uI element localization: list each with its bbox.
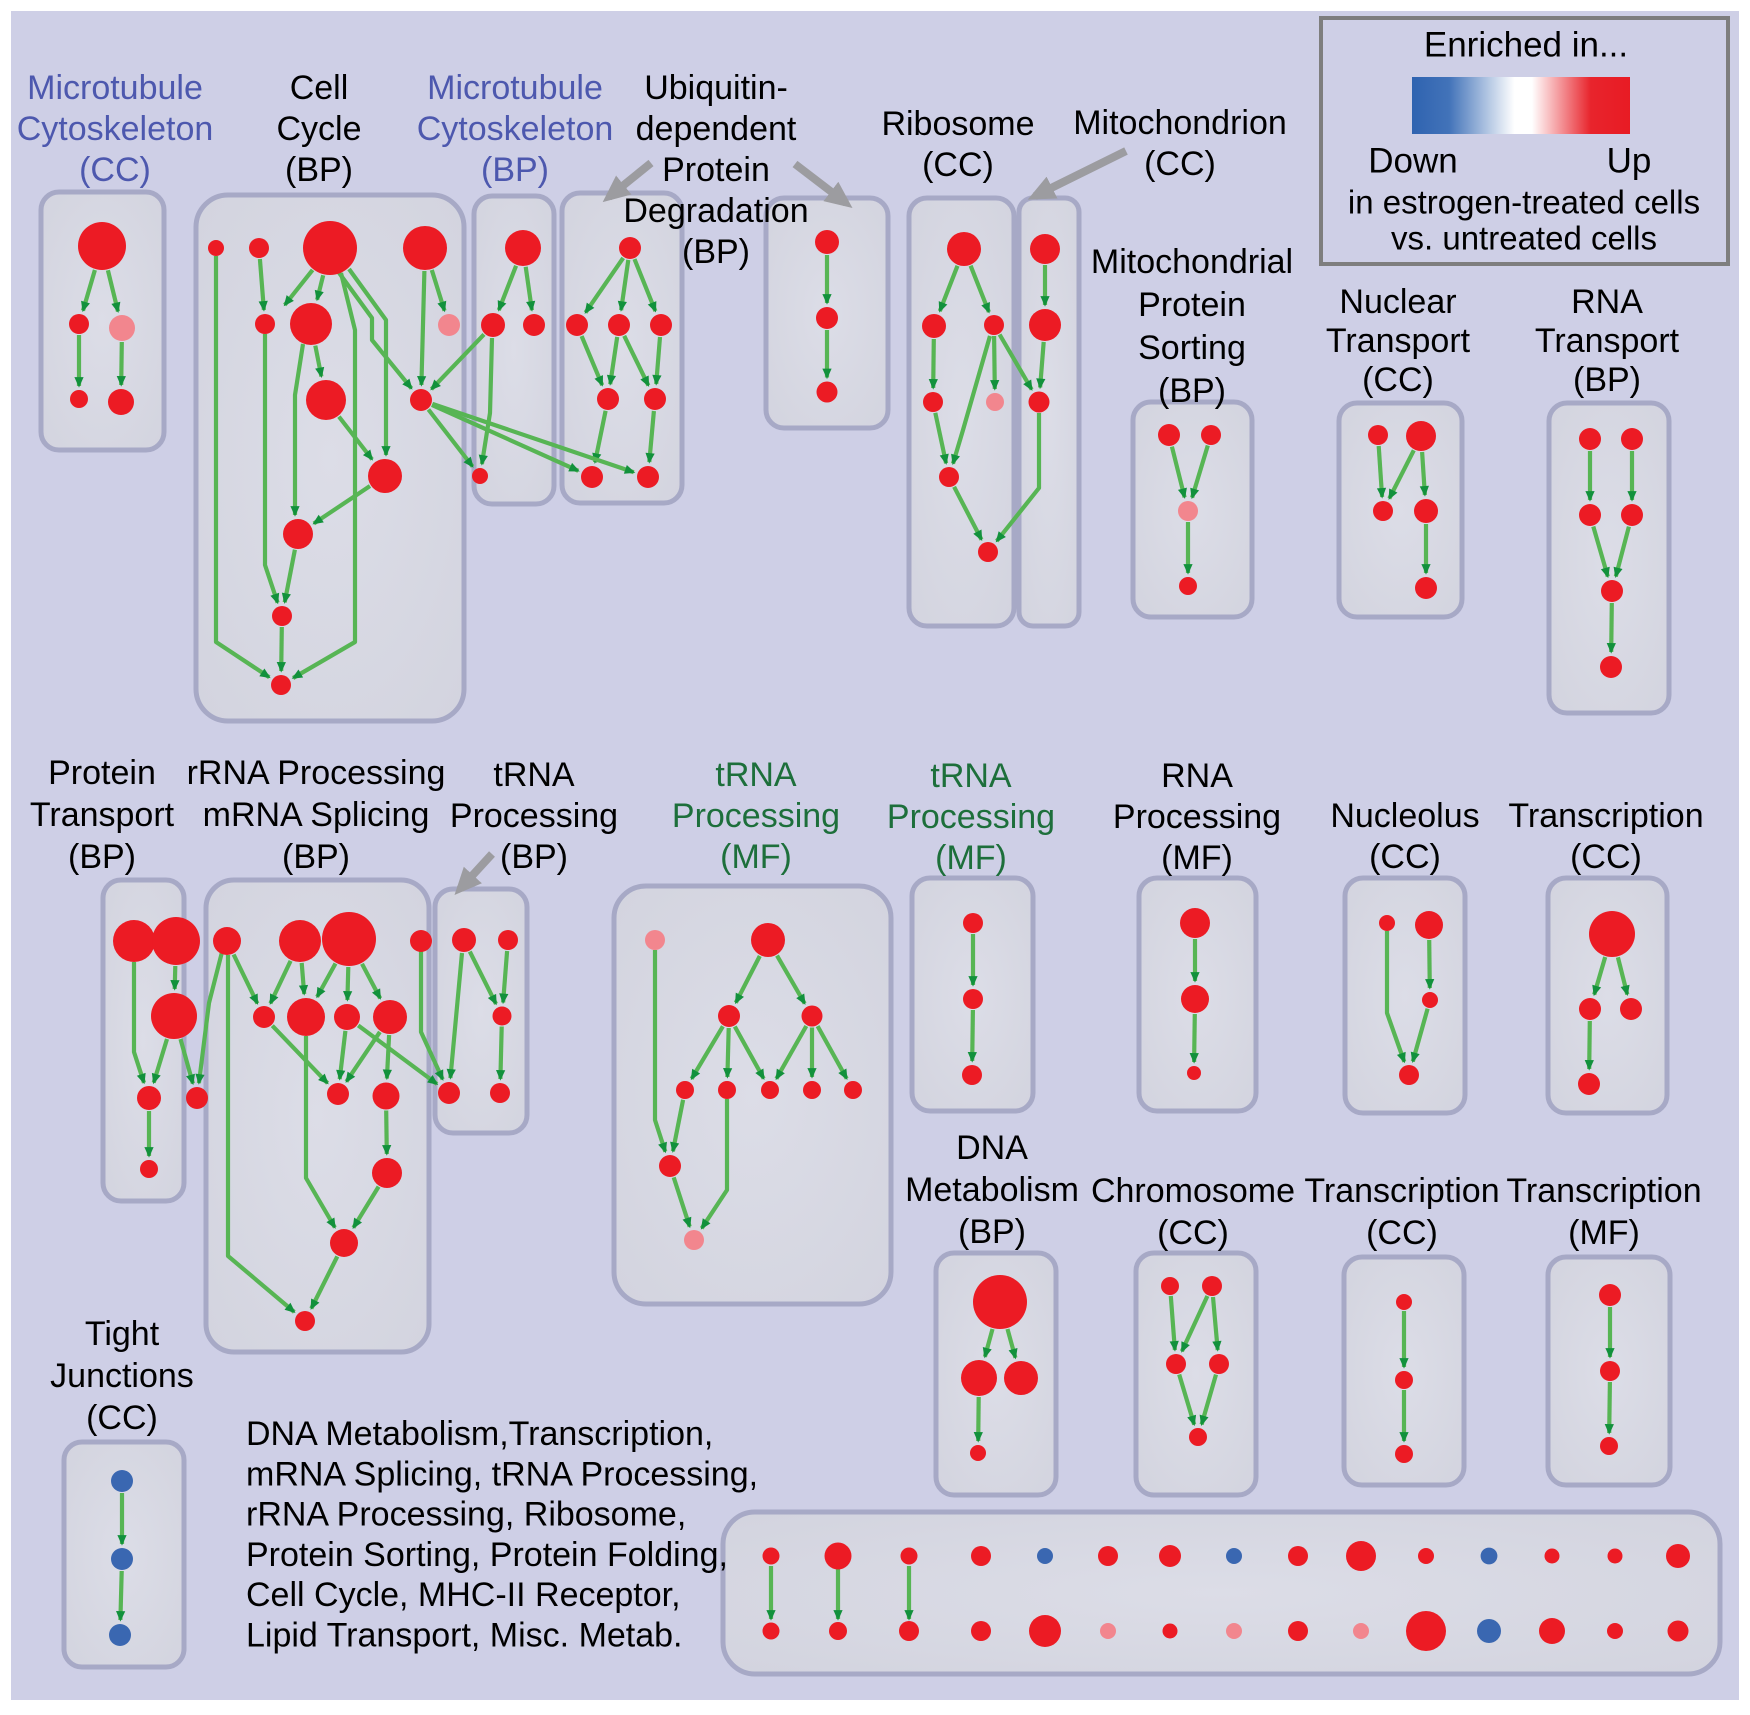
svg-text:Transport: Transport <box>1326 322 1471 360</box>
svg-text:Protein: Protein <box>1138 286 1246 324</box>
svg-text:Microtubule: Microtubule <box>27 69 203 107</box>
svg-text:(CC): (CC) <box>86 1399 158 1437</box>
svg-text:tRNA: tRNA <box>493 756 575 794</box>
svg-text:rRNA Processing: rRNA Processing <box>187 754 446 792</box>
svg-text:Processing: Processing <box>887 798 1055 836</box>
svg-text:(CC): (CC) <box>1144 145 1216 183</box>
svg-text:Protein: Protein <box>662 151 770 189</box>
svg-text:Lipid Transport, Misc. Metab.: Lipid Transport, Misc. Metab. <box>246 1617 683 1655</box>
svg-text:(CC): (CC) <box>1369 838 1441 876</box>
svg-text:(BP): (BP) <box>285 151 353 189</box>
svg-text:Processing: Processing <box>1113 798 1281 836</box>
svg-text:rRNA Processing, Ribosome,: rRNA Processing, Ribosome, <box>246 1496 686 1534</box>
svg-text:Cytoskeleton: Cytoskeleton <box>17 110 214 148</box>
svg-text:tRNA: tRNA <box>930 757 1012 795</box>
svg-text:DNA: DNA <box>956 1129 1028 1167</box>
svg-text:Ribosome: Ribosome <box>881 105 1034 143</box>
svg-text:mRNA Splicing, tRNA Processing: mRNA Splicing, tRNA Processing, <box>246 1455 758 1493</box>
svg-text:(CC): (CC) <box>1362 361 1434 399</box>
svg-text:mRNA Splicing: mRNA Splicing <box>203 796 430 834</box>
svg-text:Protein Sorting, Protein Foldi: Protein Sorting, Protein Folding, <box>246 1536 728 1574</box>
svg-text:vs. untreated cells: vs. untreated cells <box>1391 220 1657 257</box>
svg-text:(BP): (BP) <box>481 151 549 189</box>
svg-text:RNA: RNA <box>1571 283 1643 321</box>
svg-text:Transport: Transport <box>30 796 175 834</box>
svg-text:(CC): (CC) <box>1570 838 1642 876</box>
svg-text:Cell Cycle, MHC-II Receptor,: Cell Cycle, MHC-II Receptor, <box>246 1576 681 1614</box>
svg-text:(CC): (CC) <box>922 146 994 184</box>
svg-text:DNA Metabolism,Transcription,: DNA Metabolism,Transcription, <box>246 1415 713 1453</box>
svg-text:Tight: Tight <box>85 1315 160 1353</box>
svg-text:Cytoskeleton: Cytoskeleton <box>417 110 614 148</box>
svg-text:(CC): (CC) <box>1157 1214 1229 1252</box>
svg-text:RNA: RNA <box>1161 757 1233 795</box>
svg-text:Junctions: Junctions <box>50 1357 194 1395</box>
svg-text:Cycle: Cycle <box>276 110 361 148</box>
svg-text:Chromosome: Chromosome <box>1091 1172 1295 1210</box>
svg-text:Degradation: Degradation <box>623 192 808 230</box>
svg-text:Sorting: Sorting <box>1138 329 1246 367</box>
svg-text:(CC): (CC) <box>79 151 151 189</box>
svg-text:(BP): (BP) <box>682 233 750 271</box>
svg-text:Microtubule: Microtubule <box>427 69 603 107</box>
svg-text:(CC): (CC) <box>1366 1214 1438 1252</box>
svg-text:Transcription: Transcription <box>1506 1172 1701 1210</box>
svg-text:(BP): (BP) <box>500 838 568 876</box>
svg-text:Cell: Cell <box>290 69 349 107</box>
svg-text:Down: Down <box>1368 142 1457 181</box>
svg-text:Mitochondrial: Mitochondrial <box>1091 243 1293 281</box>
svg-text:(BP): (BP) <box>68 838 136 876</box>
svg-text:(MF): (MF) <box>1568 1214 1640 1252</box>
svg-text:Transcription: Transcription <box>1304 1172 1499 1210</box>
svg-text:Transcription: Transcription <box>1508 797 1703 835</box>
svg-text:Protein: Protein <box>48 754 156 792</box>
svg-text:Up: Up <box>1607 142 1652 181</box>
svg-text:Metabolism: Metabolism <box>905 1171 1079 1209</box>
svg-text:(BP): (BP) <box>958 1213 1026 1251</box>
svg-text:(MF): (MF) <box>1161 839 1233 877</box>
svg-text:Nucleolus: Nucleolus <box>1330 797 1479 835</box>
svg-text:Nuclear: Nuclear <box>1339 283 1456 321</box>
svg-text:in estrogen-treated cells: in estrogen-treated cells <box>1348 184 1700 221</box>
svg-text:(MF): (MF) <box>935 839 1007 877</box>
svg-text:Enriched in...: Enriched in... <box>1424 26 1628 65</box>
svg-text:(BP): (BP) <box>282 838 350 876</box>
svg-text:Mitochondrion: Mitochondrion <box>1073 104 1287 142</box>
svg-text:tRNA: tRNA <box>715 756 797 794</box>
svg-text:(BP): (BP) <box>1573 361 1641 399</box>
svg-text:Processing: Processing <box>450 797 618 835</box>
svg-text:dependent: dependent <box>636 110 797 148</box>
svg-text:Ubiquitin-: Ubiquitin- <box>644 69 788 107</box>
svg-text:(BP): (BP) <box>1158 372 1226 410</box>
svg-text:Processing: Processing <box>672 797 840 835</box>
svg-text:(MF): (MF) <box>720 838 792 876</box>
svg-text:Transport: Transport <box>1535 322 1680 360</box>
